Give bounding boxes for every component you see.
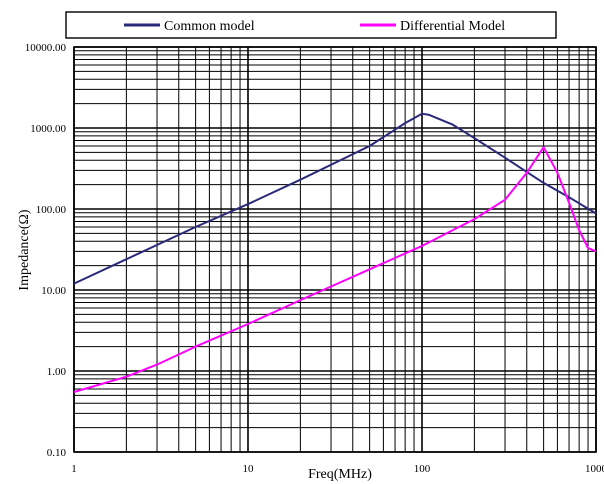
x-axis-label: Freq(MHz) <box>308 467 372 482</box>
y-tick-label: 100.00 <box>36 204 67 216</box>
legend-label-differential: Differential Model <box>400 19 505 34</box>
grid-minor <box>74 47 596 452</box>
x-tick-labels: 1 10 100 1000 <box>71 463 604 475</box>
legend-label-common: Common model <box>164 19 255 34</box>
y-tick-label: 1000.00 <box>30 123 66 135</box>
x-tick-label: 1000 <box>585 463 604 475</box>
y-tick-label: 0.10 <box>47 447 67 459</box>
x-tick-label: 1 <box>71 463 77 475</box>
x-tick-label: 10 <box>243 463 255 475</box>
plot-frame <box>73 46 597 453</box>
y-axis-label: Impedance(Ω) <box>17 209 32 290</box>
y-tick-label: 10000.00 <box>25 42 67 54</box>
y-tick-label: 10.00 <box>41 285 66 297</box>
y-tick-label: 1.00 <box>47 366 67 378</box>
series-line-differential <box>73 146 597 393</box>
x-tick-label: 100 <box>414 463 431 475</box>
series-line-common <box>73 112 597 285</box>
legend: Common model Differential Model <box>65 11 557 39</box>
y-tick-labels: 10000.00 1000.00 100.00 10.00 1.00 0.10 <box>25 42 67 459</box>
series-layer <box>73 112 597 393</box>
